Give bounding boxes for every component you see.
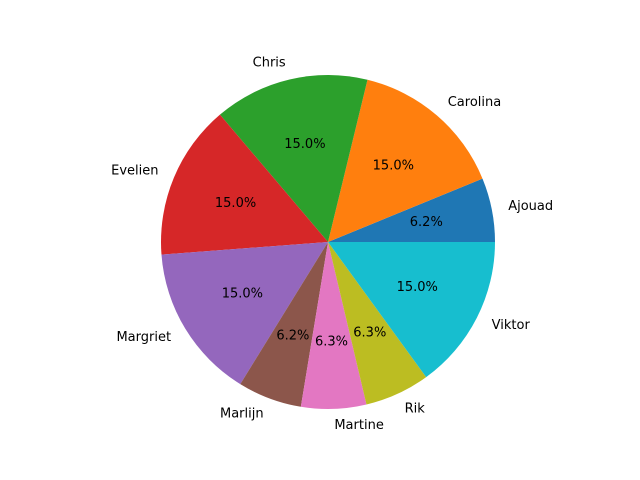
slice-pct-margriet: 15.0% <box>222 287 263 302</box>
pie-slice-martine <box>300 242 367 409</box>
slice-pct-carolina: 15.0% <box>373 159 414 174</box>
slice-pct-rik: 6.3% <box>353 326 386 341</box>
slice-pct-viktor: 15.0% <box>397 280 438 295</box>
pie-labels: Ajouad 6.2% Carolina 15.0% Chris 15.0% Evelien… <box>111 56 553 433</box>
pie-slice-marlijn <box>240 242 328 407</box>
slice-pct-marlijn: 6.2% <box>276 328 309 343</box>
pie-slice-chris <box>219 75 368 243</box>
pie-slice-ajouad <box>328 178 496 242</box>
slice-pct-ajouad: 6.2% <box>410 215 443 230</box>
slice-label-chris: Chris <box>253 56 286 71</box>
pie-slice-rik <box>328 242 427 405</box>
slice-label-martine: Martine <box>334 418 383 433</box>
pie-slice-viktor <box>328 242 495 378</box>
slice-label-carolina: Carolina <box>448 95 502 110</box>
slice-label-marlijn: Marlijn <box>220 407 264 422</box>
pie-slices <box>161 75 496 409</box>
slice-pct-martine: 6.3% <box>315 335 348 350</box>
slice-label-viktor: Viktor <box>492 318 531 333</box>
slice-pct-chris: 15.0% <box>284 137 325 152</box>
slice-label-evelien: Evelien <box>111 164 158 179</box>
slice-label-ajouad: Ajouad <box>508 199 553 214</box>
slice-pct-evelien: 15.0% <box>215 196 256 211</box>
slice-label-rik: Rik <box>405 401 426 416</box>
slice-label-margriet: Margriet <box>116 330 171 345</box>
pie-slice-carolina <box>328 79 483 242</box>
pie-slice-evelien <box>161 114 328 255</box>
pie-slice-margriet <box>161 242 328 385</box>
